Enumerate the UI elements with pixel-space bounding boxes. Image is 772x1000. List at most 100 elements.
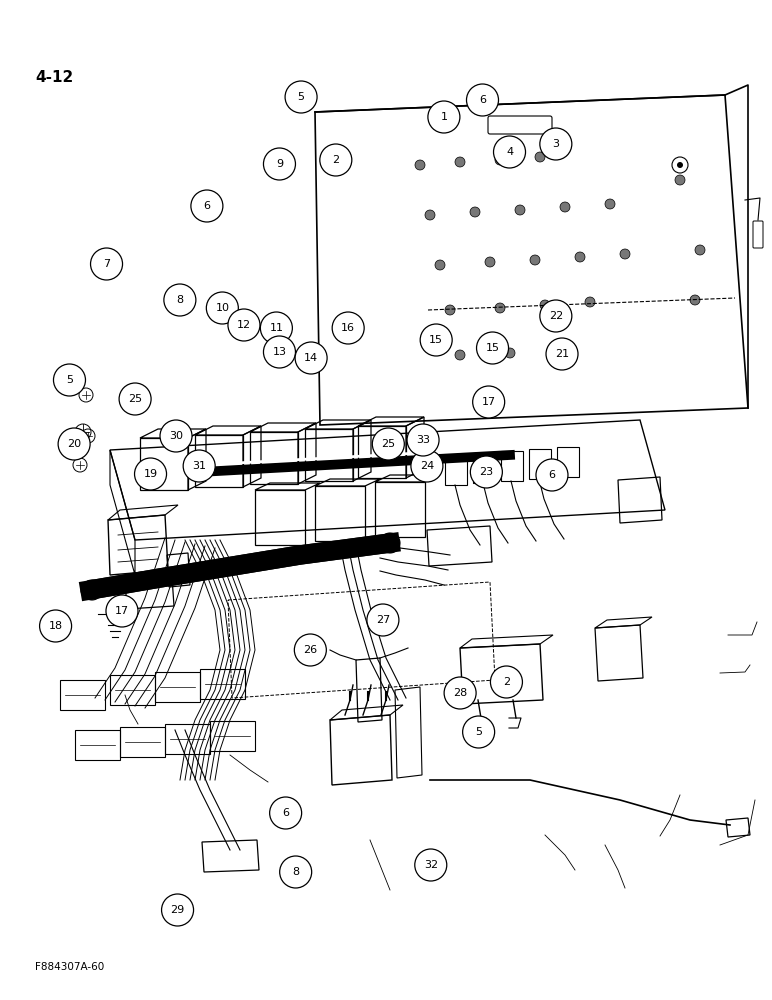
Circle shape [476,332,509,364]
Circle shape [53,364,86,396]
Circle shape [425,210,435,220]
Circle shape [445,305,455,315]
Circle shape [411,450,443,482]
Circle shape [490,666,523,698]
Circle shape [455,350,465,360]
Text: 24: 24 [420,461,434,471]
Text: 29: 29 [171,905,185,915]
Circle shape [164,284,196,316]
Text: 10: 10 [215,303,229,313]
Text: 6: 6 [479,95,486,105]
Text: 5: 5 [66,375,73,385]
Text: F884307A-60: F884307A-60 [35,962,104,972]
Circle shape [367,604,399,636]
Circle shape [690,295,700,305]
Circle shape [285,81,317,113]
Text: 5: 5 [297,92,305,102]
Circle shape [191,190,223,222]
Circle shape [428,101,460,133]
Text: 4: 4 [506,147,513,157]
Text: 14: 14 [304,353,318,363]
Circle shape [263,336,296,368]
Text: 17: 17 [115,606,129,616]
Text: 2: 2 [503,677,510,687]
Circle shape [415,849,447,881]
Circle shape [515,205,525,215]
Text: 6: 6 [282,808,290,818]
Text: 26: 26 [303,645,317,655]
Text: 12: 12 [237,320,251,330]
Circle shape [505,348,515,358]
Circle shape [39,610,72,642]
Circle shape [605,199,615,209]
Circle shape [279,856,312,888]
Circle shape [472,386,505,418]
Circle shape [462,716,495,748]
Text: 5: 5 [475,727,482,737]
Text: 8: 8 [292,867,300,877]
Text: 17: 17 [482,397,496,407]
Circle shape [455,157,465,167]
Circle shape [263,148,296,180]
Text: 21: 21 [555,349,569,359]
Text: 6: 6 [203,201,211,211]
Circle shape [540,300,572,332]
Circle shape [82,580,102,600]
Text: 11: 11 [269,323,283,333]
Circle shape [134,458,167,490]
Text: 18: 18 [49,621,63,631]
Text: 23: 23 [479,467,493,477]
Circle shape [535,152,545,162]
Circle shape [295,342,327,374]
Circle shape [294,634,327,666]
Circle shape [332,312,364,344]
Text: 6: 6 [548,470,556,480]
Circle shape [695,245,705,255]
Circle shape [58,428,90,460]
Circle shape [495,155,505,165]
Circle shape [575,252,585,262]
Circle shape [90,248,123,280]
Text: 20: 20 [67,439,81,449]
Text: 19: 19 [144,469,157,479]
Circle shape [675,175,685,185]
Circle shape [415,160,425,170]
Circle shape [585,297,595,307]
Circle shape [530,255,540,265]
Circle shape [320,144,352,176]
Circle shape [228,309,260,341]
Text: 25: 25 [128,394,142,404]
Circle shape [550,345,560,355]
Text: 16: 16 [341,323,355,333]
Text: 22: 22 [549,311,563,321]
Circle shape [677,162,683,168]
Circle shape [119,383,151,415]
Text: 13: 13 [273,347,286,357]
Circle shape [160,420,192,452]
Circle shape [420,324,452,356]
Circle shape [495,303,505,313]
Text: 3: 3 [552,139,560,149]
Text: 28: 28 [453,688,467,698]
Circle shape [444,677,476,709]
Text: 25: 25 [381,439,395,449]
Circle shape [161,894,194,926]
Circle shape [380,533,400,553]
Circle shape [536,459,568,491]
Text: 4-12: 4-12 [35,70,73,85]
Circle shape [620,249,630,259]
Circle shape [435,260,445,270]
Circle shape [540,300,550,310]
Text: 15: 15 [429,335,443,345]
Text: 2: 2 [332,155,340,165]
Text: 27: 27 [376,615,390,625]
Text: 32: 32 [424,860,438,870]
Text: 30: 30 [169,431,183,441]
Circle shape [269,797,302,829]
Text: 15: 15 [486,343,499,353]
Circle shape [546,338,578,370]
Text: 7: 7 [103,259,110,269]
Circle shape [372,428,405,460]
Circle shape [183,450,215,482]
Circle shape [470,207,480,217]
